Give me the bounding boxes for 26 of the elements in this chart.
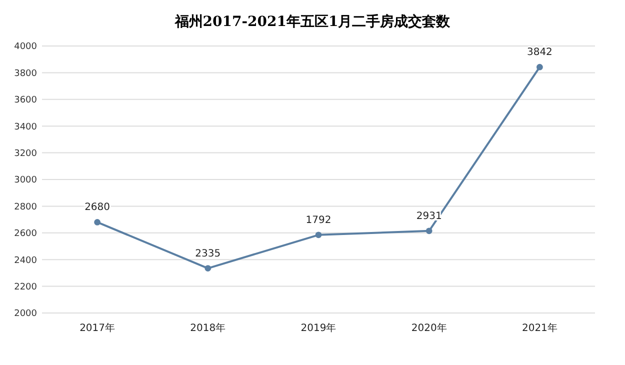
y-tick-label: 2800 xyxy=(14,202,38,212)
x-tick-label: 2019年 xyxy=(300,322,336,334)
annotation: 1792 xyxy=(306,214,332,226)
point xyxy=(204,265,212,272)
x-tick-label: 2021年 xyxy=(522,322,558,334)
y-tick-label: 3000 xyxy=(14,176,38,186)
annotation: 2680 xyxy=(84,202,110,214)
x-tick-label: 2018年 xyxy=(190,322,226,334)
y-tick-label: 3200 xyxy=(14,148,38,159)
y-tick-label: 2600 xyxy=(14,229,38,240)
chart-title: 福州2017-2021年五区1月二手房成交套数 xyxy=(174,13,452,30)
annotation: 3842 xyxy=(526,47,552,58)
point xyxy=(536,64,543,70)
point xyxy=(94,219,100,226)
y-tick-label: 2200 xyxy=(14,282,38,292)
y-tick-label: 3600 xyxy=(14,96,38,106)
point xyxy=(426,228,432,234)
y-tick-label: 3400 xyxy=(14,122,38,132)
y-tick-label: 2400 xyxy=(14,256,38,266)
x-tick-label: 2017年 xyxy=(80,322,116,334)
y-tick-label: 2000 xyxy=(14,309,38,320)
y-tick-label: 4000 xyxy=(14,42,38,52)
annotation: 2335 xyxy=(195,248,221,260)
point xyxy=(315,232,322,238)
y-tick-label: 3800 xyxy=(14,68,38,79)
x-tick-label: 2020年 xyxy=(411,322,447,334)
